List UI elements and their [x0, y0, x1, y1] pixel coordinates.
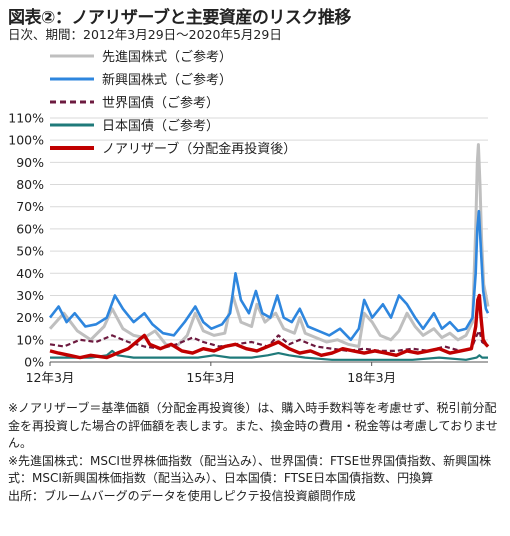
y-tick-label: 70%	[16, 199, 44, 214]
y-tick-label: 80%	[16, 177, 44, 192]
legend-label: 世界国債（ご参考）	[102, 95, 219, 111]
legend-label: 日本国債（ご参考）	[102, 118, 219, 134]
footnote-2: ※先進国株式：MSCI世界株価指数（配当込み）、世界国債：FTSE世界国債指数、…	[8, 453, 492, 486]
y-tick-label: 30%	[16, 288, 44, 303]
y-tick-label: 50%	[16, 244, 44, 259]
x-tick-label: 18年3月	[347, 370, 396, 385]
footnote-1: ※ノアリザーブ＝基準価額（分配金再投資後）は、購入時手数料等を考慮せず、税引前分…	[8, 401, 498, 450]
series-line-4	[49, 293, 490, 360]
y-tick-label: 10%	[16, 332, 44, 347]
y-tick-label: 20%	[16, 310, 44, 325]
series-line-1	[48, 209, 490, 342]
y-tick-label: 60%	[16, 221, 44, 236]
legend-label: 新興国株式（ご参考）	[102, 72, 232, 88]
y-tick-label: 40%	[16, 266, 44, 281]
chart-title: 図表②：ノアリザーブと主要資産のリスク推移	[8, 8, 351, 28]
y-tick-label: 110%	[8, 111, 44, 126]
footnotes: ※ノアリザーブ＝基準価額（分配金再投資後）は、購入時手数料等を考慮せず、税引前分…	[8, 400, 502, 505]
y-tick-label: 90%	[16, 155, 44, 170]
x-tick-label: 15年3月	[186, 370, 235, 385]
chart-subtitle: 日次、期間：2012年3月29日～2020年5月29日	[8, 27, 282, 42]
footnote-3: 出所：ブルームバーグのデータを使用しピクテ投信投資顧問作成	[8, 488, 356, 503]
legend-label: 先進国株式（ご参考）	[102, 49, 232, 65]
series-line-0	[48, 143, 490, 348]
risk-line-chart: 0% 10% 20% 30% 40% 50% 60% 70% 80% 90% 100% 110% 12年…	[8, 49, 490, 385]
y-tick-label: 0%	[24, 355, 44, 370]
y-tick-label: 100%	[8, 133, 44, 148]
x-tick-label: 12年3月	[26, 370, 75, 385]
legend-label: ノアリザーブ（分配金再投資後）	[102, 141, 296, 157]
series-line-3	[50, 349, 488, 361]
